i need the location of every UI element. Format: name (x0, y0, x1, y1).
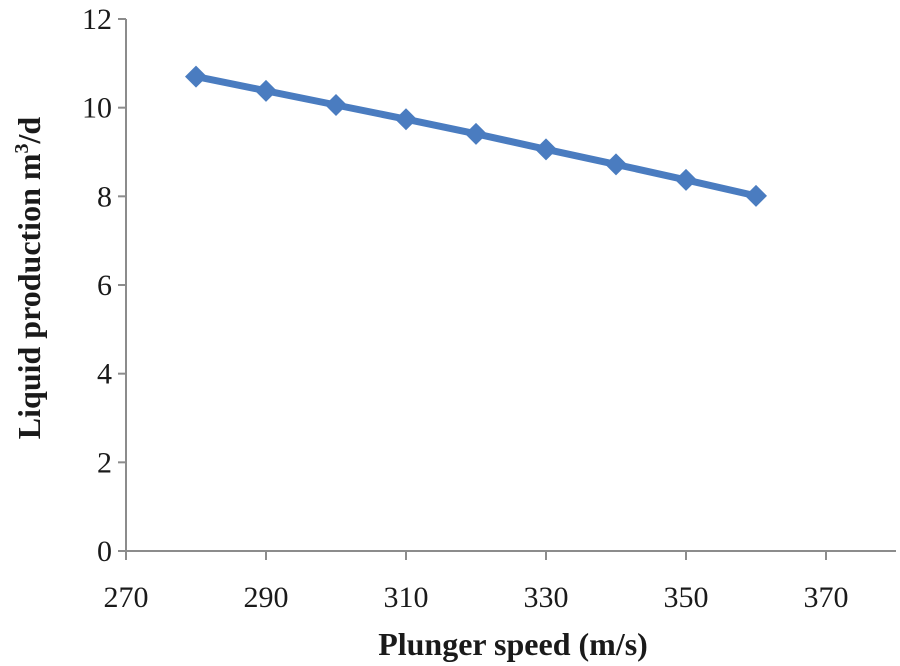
y-axis-title-main: Liquid production m (11, 153, 47, 439)
y-axis-title: Liquid production m3/d (11, 117, 47, 440)
x-tick-label: 290 (244, 581, 289, 614)
y-tick-label: 10 (82, 92, 112, 125)
x-tick-label: 330 (524, 581, 569, 614)
data-point (255, 79, 277, 102)
y-axis-title-tail: /d (11, 117, 47, 145)
y-tick-label: 12 (82, 3, 112, 36)
x-tick-label: 310 (384, 581, 429, 614)
y-tick-label: 4 (97, 358, 112, 391)
data-point (465, 122, 487, 145)
y-tick-label: 2 (97, 446, 112, 479)
data-point (185, 65, 207, 88)
x-tick-label: 270 (104, 581, 149, 614)
y-axis-title-superscript: 3 (11, 143, 33, 153)
y-tick-label: 6 (97, 269, 112, 302)
data-point (745, 184, 767, 207)
axes (125, 19, 896, 552)
y-tick-label: 0 (97, 535, 112, 568)
tick-labels: 0 2 4 6 8 10 12 270 290 310 330 350 370 (82, 3, 849, 614)
y-tick-label: 8 (97, 180, 112, 213)
x-tick-label: 350 (664, 581, 709, 614)
data-point (535, 138, 557, 161)
data-point (605, 153, 627, 176)
data-point (675, 168, 697, 191)
x-tick-label: 370 (804, 581, 849, 614)
data-point (395, 108, 417, 131)
series-layer (185, 65, 767, 207)
data-point (325, 94, 347, 117)
x-axis-title: Plunger speed (m/s) (378, 626, 648, 662)
ticks (118, 18, 827, 560)
